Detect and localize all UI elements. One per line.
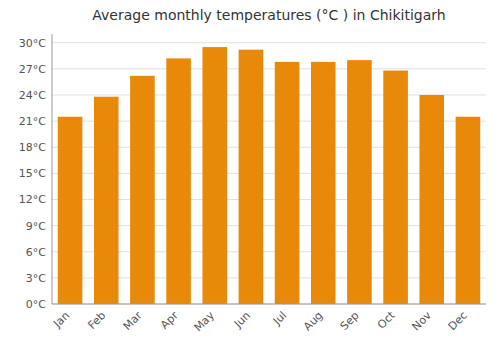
bar	[202, 47, 227, 304]
x-tick-label: Dec	[446, 309, 470, 333]
bar	[94, 97, 119, 304]
y-axis-line	[52, 34, 53, 304]
bar	[347, 60, 372, 304]
x-tick-label: Aug	[301, 309, 325, 333]
bar	[239, 50, 264, 304]
y-tick-label: 12°C	[19, 193, 46, 206]
chart-container: Average monthly temperatures (°C ) in Ch…	[0, 0, 500, 350]
bar	[275, 62, 300, 304]
y-tick-label: 24°C	[19, 89, 46, 102]
bar	[166, 58, 191, 304]
x-tick-label: May	[192, 309, 218, 335]
x-tick-label: Apr	[158, 309, 181, 332]
x-axis: Jan Feb Mar Apr May Jun Jul Aug Sep Oct Nov Dec	[50, 304, 486, 334]
grid-line	[52, 68, 486, 69]
y-tick-label: 0°C	[26, 298, 46, 311]
bars	[58, 47, 480, 304]
page: {"chart_data": {"type": "bar", "title": …	[0, 0, 500, 350]
y-tick-label: 27°C	[19, 63, 46, 76]
y-tick-label: 15°C	[19, 167, 46, 180]
y-tick-label: 3°C	[26, 272, 46, 285]
bar	[130, 76, 155, 304]
bar	[456, 117, 481, 304]
x-tick-label: Jun	[231, 309, 253, 331]
x-tick-label: Sep	[338, 309, 362, 333]
chart-svg: Average monthly temperatures (°C ) in Ch…	[0, 0, 500, 350]
x-tick-label: Feb	[85, 309, 108, 332]
x-tick-label: Jan	[50, 309, 72, 331]
y-tick-label: 30°C	[19, 37, 46, 50]
x-tick-label: Oct	[375, 308, 398, 331]
y-tick-label: 9°C	[26, 220, 46, 233]
bar	[419, 95, 444, 304]
grid-line	[52, 42, 486, 43]
bar	[58, 117, 83, 304]
bar	[383, 71, 408, 304]
x-tick-label: Jul	[270, 309, 289, 328]
grid	[52, 43, 486, 304]
x-tick-label: Mar	[121, 309, 145, 333]
grid-line	[52, 304, 486, 305]
y-tick-label: 6°C	[26, 246, 46, 259]
x-tick-label: Nov	[409, 309, 434, 334]
y-tick-label: 18°C	[19, 141, 46, 154]
bar	[311, 62, 336, 304]
y-tick-label: 21°C	[19, 115, 46, 128]
x-axis-line	[52, 304, 486, 305]
title: Average monthly temperatures (°C ) in Ch…	[92, 7, 445, 23]
y-axis: 0°C 3°C 6°C 9°C 12°C 15°C 18°C 21°C 24°C 27°C 30°C	[19, 34, 52, 311]
